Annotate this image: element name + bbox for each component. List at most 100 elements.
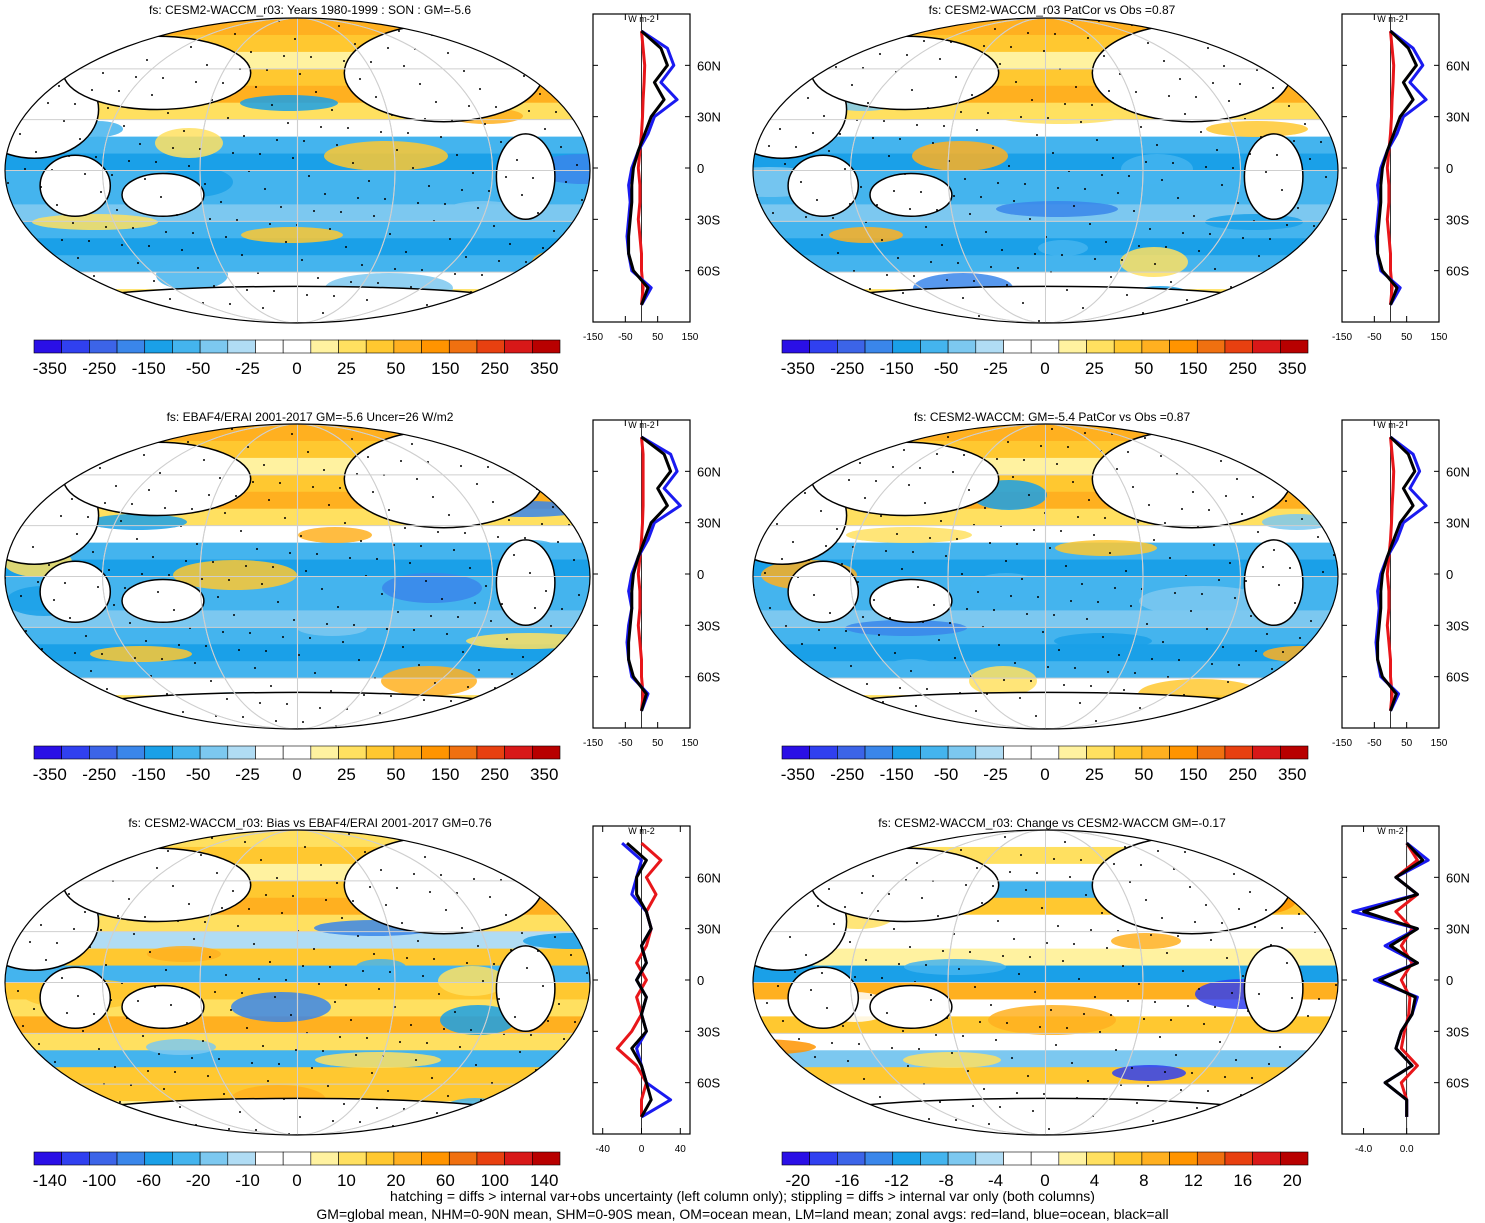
colorbar-swatch bbox=[1197, 746, 1225, 759]
colorbar-swatch bbox=[477, 1152, 505, 1165]
stipple-dot bbox=[1085, 894, 1087, 896]
stipple-dot bbox=[1154, 263, 1156, 265]
stipple-dot bbox=[214, 991, 216, 993]
stipple-dot bbox=[172, 885, 174, 887]
stipple-dot bbox=[565, 181, 567, 183]
stipple-dot bbox=[901, 568, 903, 570]
stipple-dot bbox=[1335, 984, 1337, 986]
zonal-unit-label: W m-2 bbox=[628, 826, 655, 836]
stipple-dot bbox=[285, 241, 287, 243]
stipple-dot bbox=[1110, 276, 1112, 278]
stipple-dot bbox=[157, 591, 159, 593]
zonal-unit-label: W m-2 bbox=[1377, 14, 1404, 24]
stipple-dot bbox=[1061, 254, 1063, 256]
colorbar-tick-label: -25 bbox=[235, 765, 260, 784]
stipple-dot bbox=[1206, 628, 1208, 630]
stipple-dot bbox=[184, 836, 186, 838]
stipple-dot bbox=[542, 985, 544, 987]
stipple-dot bbox=[545, 590, 547, 592]
stipple-dot bbox=[1289, 567, 1291, 569]
stipple-dot bbox=[12, 217, 14, 219]
stipple-dot bbox=[1247, 1010, 1249, 1012]
colorbar-swatch bbox=[228, 1152, 256, 1165]
stipple-dot bbox=[800, 181, 802, 183]
stipple-dot bbox=[224, 512, 226, 514]
stipple-dot bbox=[1281, 189, 1283, 191]
stipple-dot bbox=[760, 505, 762, 507]
stipple-dot bbox=[380, 869, 382, 871]
stipple-dot bbox=[472, 172, 474, 174]
stipple-dot bbox=[1002, 955, 1004, 957]
stipple-dot bbox=[573, 559, 575, 561]
stipple-dot bbox=[359, 1121, 361, 1123]
stipple-dot bbox=[789, 936, 791, 938]
stipple-dot bbox=[768, 883, 770, 885]
zonal-unit-label: W m-2 bbox=[1377, 420, 1404, 430]
colorbar-swatch bbox=[366, 746, 394, 759]
stipple-dot bbox=[1028, 494, 1030, 496]
stipple-dot bbox=[222, 631, 224, 633]
colorbar-swatch bbox=[1087, 340, 1115, 353]
stipple-dot bbox=[541, 523, 543, 525]
stipple-dot bbox=[1286, 224, 1288, 226]
stipple-dot bbox=[1214, 268, 1216, 270]
stipple-dot bbox=[239, 1111, 241, 1113]
stipple-dot bbox=[1305, 829, 1307, 831]
stipple-dot bbox=[1020, 116, 1022, 118]
colorbar-tick-label: 350 bbox=[1278, 359, 1306, 378]
stipple-dot bbox=[1103, 55, 1105, 57]
stipple-dot bbox=[586, 972, 588, 974]
colorbar-swatch bbox=[532, 746, 560, 759]
stipple-dot bbox=[975, 710, 977, 712]
colorbar-swatch bbox=[1059, 340, 1087, 353]
stipple-dot bbox=[1150, 934, 1152, 936]
stipple-dot bbox=[1036, 134, 1038, 136]
stipple-dot bbox=[388, 509, 390, 511]
stipple-dot bbox=[92, 551, 94, 553]
stipple-dot bbox=[1103, 1098, 1105, 1100]
stipple-dot bbox=[847, 1060, 849, 1062]
stipple-dot bbox=[1053, 614, 1055, 616]
continent bbox=[788, 155, 858, 216]
stipple-dot bbox=[1326, 638, 1328, 640]
stipple-dot bbox=[1207, 47, 1209, 49]
colorbar-swatch bbox=[1031, 1152, 1059, 1165]
stipple-dot bbox=[113, 604, 115, 606]
stipple-dot bbox=[875, 480, 877, 482]
field-blob bbox=[356, 959, 406, 975]
stipple-dot bbox=[1101, 174, 1103, 176]
stipple-dot bbox=[74, 103, 76, 105]
colorbar-tick-label: -150 bbox=[132, 359, 166, 378]
stipple-dot bbox=[1133, 210, 1135, 212]
stipple-dot bbox=[146, 59, 148, 61]
stipple-dot bbox=[194, 662, 196, 664]
stipple-dot bbox=[570, 954, 572, 956]
stipple-dot bbox=[1183, 694, 1185, 696]
stipple-dot bbox=[1027, 32, 1029, 34]
stipple-dot bbox=[886, 1012, 888, 1014]
stipple-dot bbox=[1096, 139, 1098, 141]
stipple-dot bbox=[1013, 938, 1015, 940]
stipple-dot bbox=[443, 1028, 445, 1030]
stipple-dot bbox=[888, 893, 890, 895]
stipple-dot bbox=[470, 1029, 472, 1031]
colorbar-swatch bbox=[1087, 1152, 1115, 1165]
stipple-dot bbox=[273, 290, 275, 292]
stipple-dot bbox=[14, 98, 16, 100]
stipple-dot bbox=[389, 971, 391, 973]
stipple-dot bbox=[1218, 579, 1220, 581]
continent bbox=[496, 946, 555, 1031]
stipple-dot bbox=[894, 652, 896, 654]
stipple-dot bbox=[396, 149, 398, 151]
stipple-dot bbox=[183, 130, 185, 132]
stipple-dot bbox=[990, 266, 992, 268]
stipple-dot bbox=[10, 1074, 12, 1076]
stipple-dot bbox=[19, 133, 21, 135]
stipple-dot bbox=[397, 611, 399, 613]
stipple-dot bbox=[755, 470, 757, 472]
stipple-dot bbox=[1317, 536, 1319, 538]
stipple-dot bbox=[1034, 253, 1036, 255]
stipple-dot bbox=[1050, 1009, 1052, 1011]
colorbar-tick-label: 350 bbox=[530, 359, 558, 378]
stipple-dot bbox=[900, 844, 902, 846]
